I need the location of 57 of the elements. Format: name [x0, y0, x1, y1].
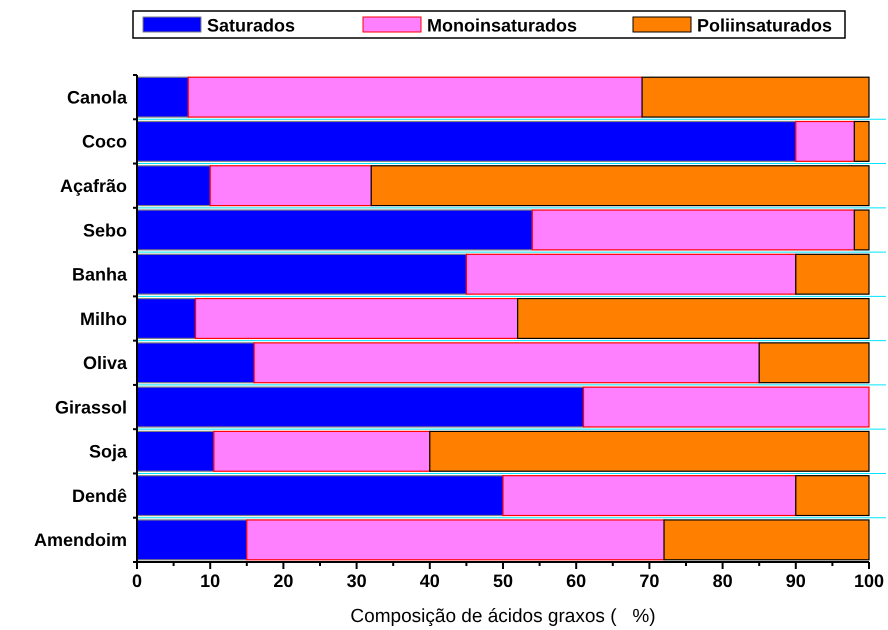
- bar: [758, 342, 870, 384]
- x-tick-label: 20: [273, 571, 294, 591]
- bar: [429, 430, 870, 472]
- x-tick-label: 70: [639, 571, 660, 591]
- y-tick-label: Dendê: [72, 486, 127, 506]
- bar: [466, 254, 796, 295]
- y-tick-label: Banha: [72, 264, 128, 285]
- bar: [246, 519, 665, 560]
- y-tick-label: Açafrão: [60, 176, 127, 196]
- bar: [795, 254, 870, 295]
- bar: [136, 519, 248, 560]
- x-tick-label: 60: [566, 571, 586, 591]
- bar: [795, 475, 870, 516]
- y-tick-label: Sebo: [82, 220, 127, 240]
- bar: [213, 430, 430, 472]
- x-tick-label: 90: [786, 571, 806, 591]
- y-tick-label: Canola: [66, 87, 128, 108]
- bar: [136, 76, 189, 118]
- y-tick-label: Girassol: [54, 397, 127, 418]
- x-tick-label: 80: [712, 571, 733, 591]
- y-tick-label: Milho: [80, 308, 127, 329]
- bar: [854, 209, 870, 250]
- bar: [370, 165, 870, 206]
- bar: [194, 298, 518, 340]
- y-tick-label: Coco: [82, 132, 128, 152]
- x-tick-label: 0: [132, 571, 142, 591]
- bar: [254, 342, 760, 384]
- x-tick-label: 100: [854, 571, 884, 591]
- y-tick-label: Oliva: [82, 353, 128, 374]
- bar: [854, 120, 870, 162]
- x-tick-label: 10: [200, 571, 220, 591]
- bar: [136, 342, 255, 384]
- bar: [136, 120, 796, 162]
- x-tick-label: 30: [346, 571, 367, 591]
- bar: [136, 254, 467, 295]
- bar: [136, 430, 214, 472]
- bar: [136, 165, 211, 206]
- x-tick-label: 50: [492, 571, 514, 591]
- bar: [136, 386, 584, 428]
- bar: [582, 386, 870, 428]
- bar: [136, 209, 533, 250]
- bar: [795, 120, 855, 162]
- bar: [188, 76, 643, 118]
- legend-label: Monoinsaturados: [427, 15, 578, 36]
- legend-label: Saturados: [207, 15, 296, 36]
- bar: [136, 298, 196, 340]
- y-tick-label: Amendoim: [34, 530, 127, 550]
- x-tick-label: 40: [420, 571, 440, 591]
- bar: [532, 209, 855, 250]
- bar: [517, 298, 870, 340]
- bar: [136, 475, 504, 516]
- y-tick-label: Soja: [88, 442, 128, 462]
- bar: [502, 475, 796, 516]
- bar: [641, 76, 870, 118]
- legend-label: Poliinsaturados: [697, 15, 832, 36]
- bar: [210, 165, 372, 206]
- x-axis-title: Composição de ácidos graxos ( %): [350, 606, 656, 627]
